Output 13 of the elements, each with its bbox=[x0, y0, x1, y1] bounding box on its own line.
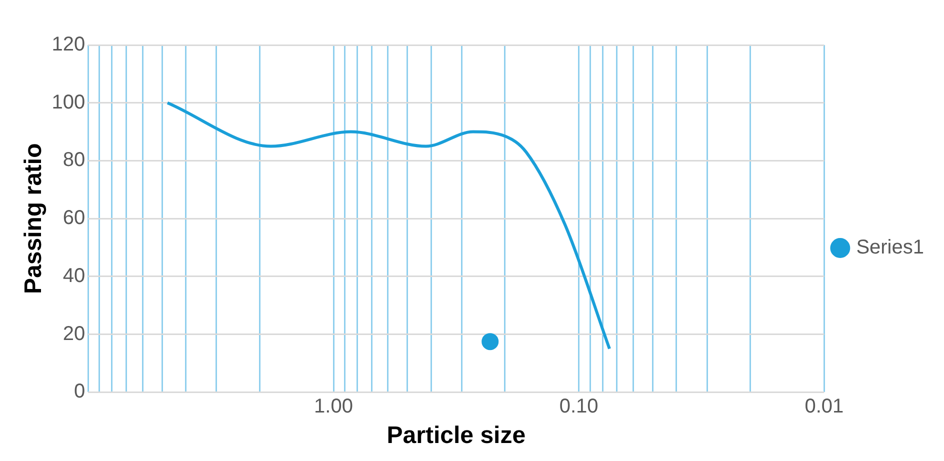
x-tick-label: 1.00 bbox=[314, 396, 353, 418]
legend-label: Series1 bbox=[856, 236, 924, 259]
y-tick-label: 100 bbox=[52, 91, 86, 114]
y-tick-label: 0 bbox=[74, 380, 86, 403]
y-tick-label: 120 bbox=[52, 34, 86, 56]
x-tick-label: 0.01 bbox=[804, 396, 844, 418]
y-tick-label: 20 bbox=[62, 322, 86, 345]
x-axis-title: Particle size bbox=[386, 422, 526, 450]
y-tick-label: 40 bbox=[62, 264, 86, 287]
y-axis-title: Passing ratio bbox=[20, 143, 48, 294]
x-tick-label: 0.10 bbox=[559, 396, 598, 418]
y-tick-label: 60 bbox=[62, 207, 86, 230]
y-tick-label: 80 bbox=[62, 149, 86, 172]
